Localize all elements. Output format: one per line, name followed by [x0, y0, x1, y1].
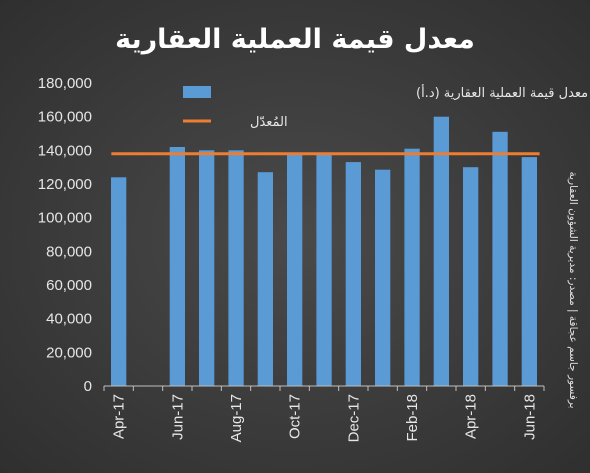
y-tick-label: 20,000	[46, 344, 92, 361]
bar	[111, 177, 127, 386]
source-note: برفسور جاسم عجاقة | مصدر: مديرية الشؤون …	[567, 171, 579, 408]
legend-line-label: المُعدّل	[250, 115, 288, 130]
x-tick-label: Jun-18	[521, 394, 538, 440]
x-tick-label: Jun-17	[169, 394, 186, 440]
bar	[169, 147, 185, 386]
x-tick-label: Oct-17	[287, 394, 304, 439]
legend: معدل قيمة العملية العقارية (د.أ) المُعدّ…	[183, 84, 588, 130]
bar	[463, 167, 479, 386]
y-tick-label: 0	[84, 378, 92, 395]
x-tick-label: Dec-17	[345, 394, 362, 442]
bar	[492, 131, 508, 386]
y-tick-label: 140,000	[38, 142, 92, 159]
x-tick-label: Aug-17	[228, 394, 245, 442]
chart-title: معدل قيمة العملية العقارية	[115, 24, 475, 55]
bar	[287, 153, 303, 386]
y-tick-label: 60,000	[46, 277, 92, 294]
legend-bar-label: معدل قيمة العملية العقارية (د.أ)	[416, 84, 588, 101]
legend-bar-swatch	[183, 86, 211, 98]
x-tick-label: Apr-17	[111, 394, 128, 439]
x-axis: Apr-17 Jun-17 Aug-17 Oct-17 Dec-17 Feb-18 Apr-…	[103, 385, 545, 442]
y-tick-label: 80,000	[46, 243, 92, 260]
y-axis: 0 20,000 40,000 60,000 80,000 100,000 120,000 1…	[38, 75, 92, 395]
y-tick-label: 180,000	[38, 75, 92, 92]
bar	[433, 116, 449, 386]
bar	[228, 150, 244, 386]
y-tick-label: 160,000	[38, 109, 92, 126]
bar	[199, 150, 215, 386]
bars	[111, 116, 537, 386]
x-tick-label: Feb-18	[404, 394, 421, 442]
bar	[375, 169, 391, 386]
bar	[316, 153, 332, 386]
bar	[345, 162, 361, 386]
x-tick-label: Apr-18	[463, 394, 480, 439]
bar	[404, 148, 420, 386]
y-tick-label: 40,000	[46, 311, 92, 328]
bar	[521, 157, 537, 386]
bar	[257, 172, 273, 386]
y-tick-label: 120,000	[38, 176, 92, 193]
y-tick-label: 100,000	[38, 210, 92, 227]
